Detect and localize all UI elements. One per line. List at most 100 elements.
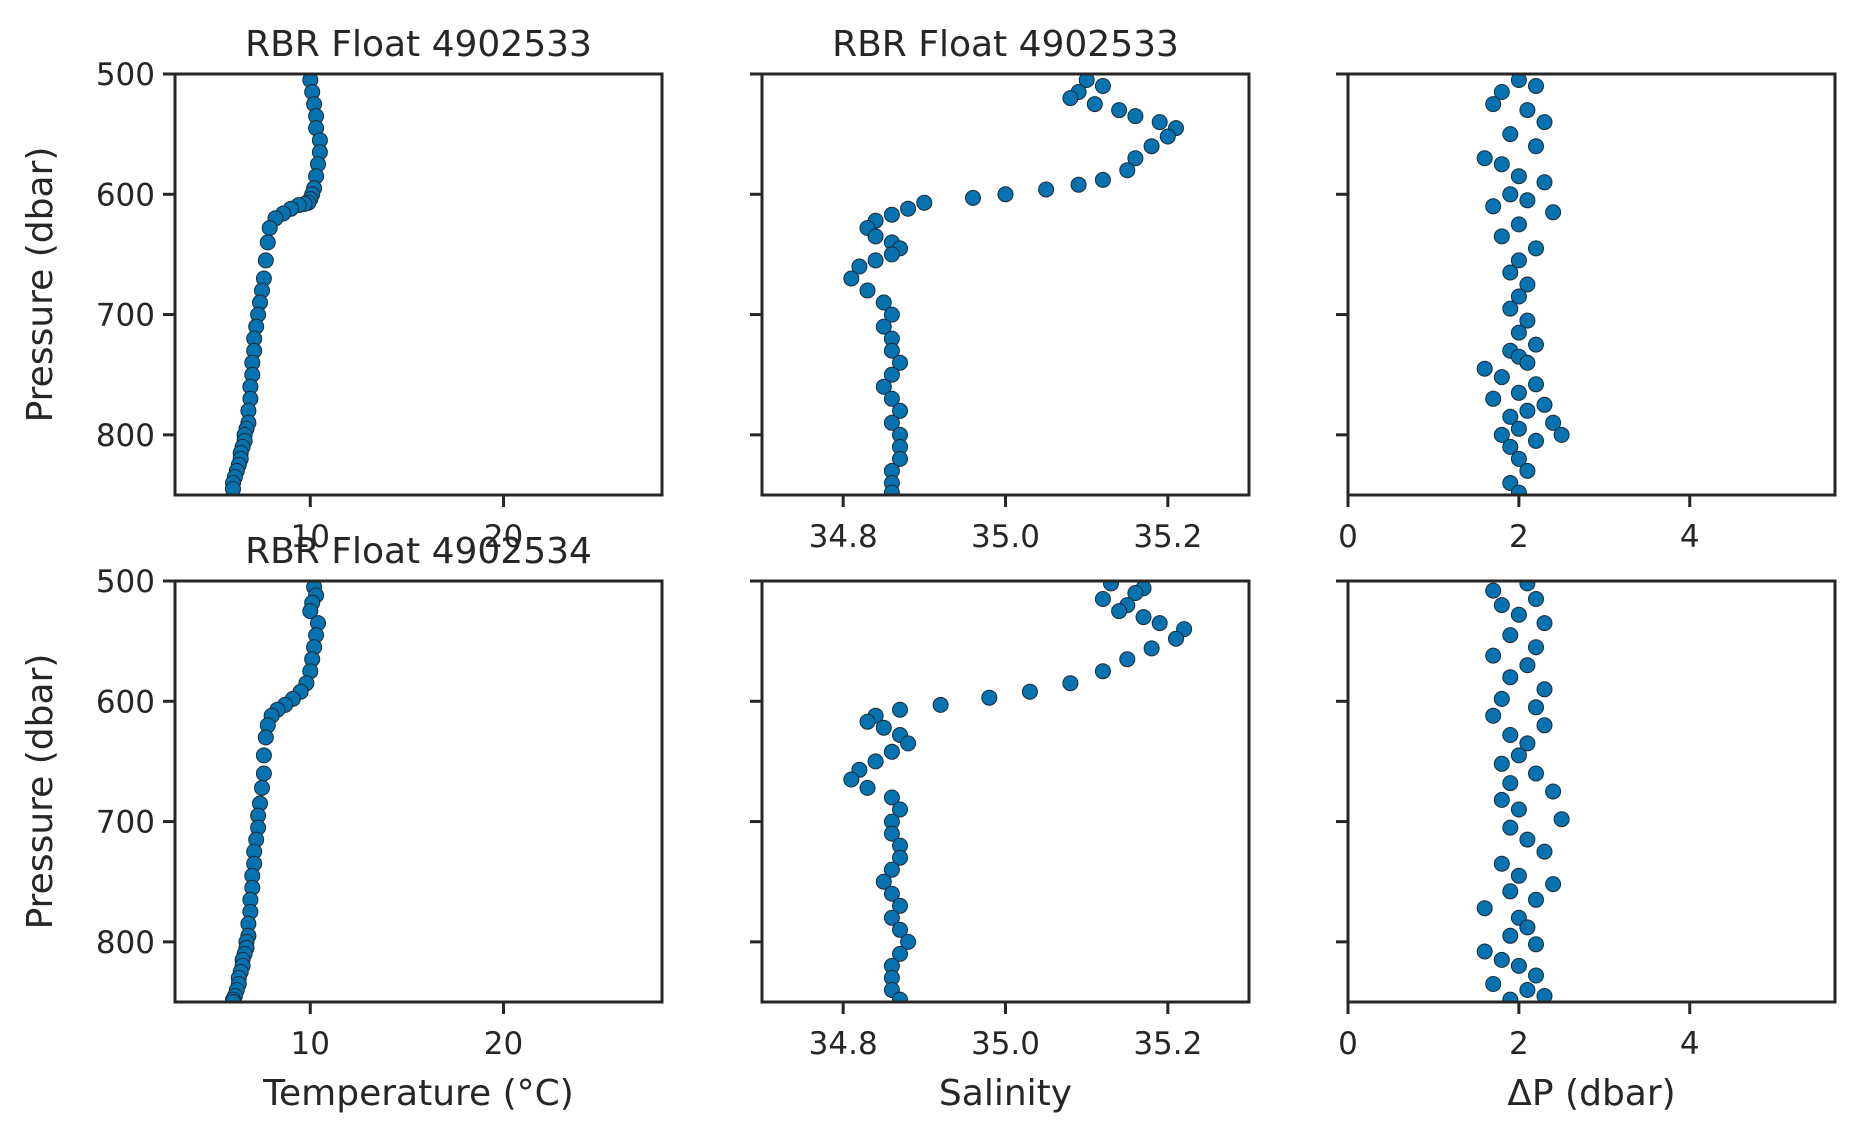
data-point <box>1485 96 1502 113</box>
data-point <box>1502 927 1519 944</box>
data-point <box>883 306 900 323</box>
axes-frame <box>173 72 664 497</box>
data-point <box>1502 775 1519 792</box>
data-point <box>1493 228 1510 245</box>
data-point <box>1094 591 1111 607</box>
data-point <box>1493 951 1510 968</box>
data-point <box>900 200 917 217</box>
x-tick-label: 20 <box>484 1026 523 1062</box>
data-point <box>1119 651 1136 668</box>
data-point <box>1528 891 1544 908</box>
data-point <box>1021 683 1038 700</box>
data-point <box>875 294 892 311</box>
data-point <box>1510 74 1527 88</box>
x-tick-label: 35.0 <box>971 519 1040 555</box>
y-tick-label: 800 <box>96 925 155 961</box>
data-point <box>1528 78 1544 94</box>
marker-group <box>843 581 1193 1002</box>
data-point <box>843 771 860 788</box>
data-point <box>1493 84 1510 100</box>
data-point <box>1159 128 1176 145</box>
data-point <box>1502 300 1519 317</box>
data-point <box>1119 162 1136 179</box>
data-point <box>1476 943 1493 960</box>
data-point <box>257 252 274 269</box>
y-tick-label: 500 <box>96 57 155 93</box>
data-point <box>255 765 272 782</box>
data-point <box>1519 402 1536 419</box>
data-point <box>1519 657 1536 674</box>
y-tick-label: 600 <box>96 684 155 720</box>
data-point <box>892 402 908 419</box>
data-point <box>1476 360 1493 377</box>
data-point <box>1476 900 1493 917</box>
data-point <box>1545 204 1562 221</box>
data-point <box>1510 450 1527 467</box>
data-point <box>1103 581 1119 592</box>
data-point <box>1168 630 1184 647</box>
data-point <box>1536 615 1553 632</box>
data-point <box>1528 138 1544 155</box>
x-axis-label: Temperature (°C) <box>262 1073 574 1114</box>
data-point <box>883 861 900 878</box>
data-point <box>892 849 908 866</box>
data-point <box>1493 156 1510 173</box>
data-point <box>883 206 900 223</box>
marker-group <box>1476 74 1570 495</box>
data-point <box>859 713 876 730</box>
x-tick-label: 10 <box>291 1026 330 1062</box>
x-tick-label: 34.8 <box>809 1026 878 1062</box>
data-point <box>1510 324 1527 341</box>
data-point <box>1510 252 1527 269</box>
data-point <box>1485 647 1502 664</box>
data-point <box>1493 369 1510 386</box>
data-point <box>1127 150 1144 167</box>
y-axis-label: Pressure (dbar) <box>20 147 61 423</box>
data-point <box>1476 150 1493 167</box>
data-point <box>1502 991 1519 1002</box>
data-point <box>1510 957 1527 974</box>
y-tick-label: 800 <box>96 418 155 454</box>
data-point <box>1536 988 1553 1002</box>
data-point <box>1536 681 1553 698</box>
x-tick-label: 2 <box>1509 519 1529 555</box>
data-point <box>1519 735 1536 752</box>
y-tick-label: 700 <box>96 298 155 334</box>
data-point <box>1536 843 1553 860</box>
data-point <box>1485 390 1502 407</box>
data-point <box>1528 967 1544 984</box>
data-point <box>1519 831 1536 848</box>
data-point <box>1151 114 1168 131</box>
panel-3: 0 2 4 <box>1336 72 1837 555</box>
data-point <box>1553 426 1570 443</box>
panel-4: 500 600 700 800 10 20 RBR Float 4902534 Tempera… <box>20 531 664 1114</box>
data-point <box>1094 78 1111 94</box>
data-point <box>1502 408 1519 425</box>
data-point <box>1127 585 1144 601</box>
data-point <box>843 270 860 287</box>
data-point <box>1519 192 1536 209</box>
data-point <box>883 743 900 760</box>
data-point <box>851 258 868 275</box>
data-point <box>1528 936 1544 953</box>
data-point <box>302 603 319 620</box>
data-point <box>1545 876 1562 893</box>
data-point <box>259 234 276 251</box>
data-point <box>1528 240 1544 257</box>
data-point <box>1510 606 1527 623</box>
data-point <box>1502 883 1519 900</box>
data-point <box>1493 426 1510 443</box>
data-point <box>1143 138 1160 155</box>
data-point <box>1519 102 1536 119</box>
data-point <box>1545 414 1562 431</box>
data-point <box>900 933 917 950</box>
data-point <box>1519 312 1536 329</box>
data-point <box>883 825 900 842</box>
data-point <box>1528 432 1544 449</box>
data-point <box>1528 765 1544 782</box>
data-point <box>1493 791 1510 808</box>
data-point <box>257 729 274 746</box>
data-point <box>1493 755 1510 772</box>
data-point <box>1070 176 1087 193</box>
